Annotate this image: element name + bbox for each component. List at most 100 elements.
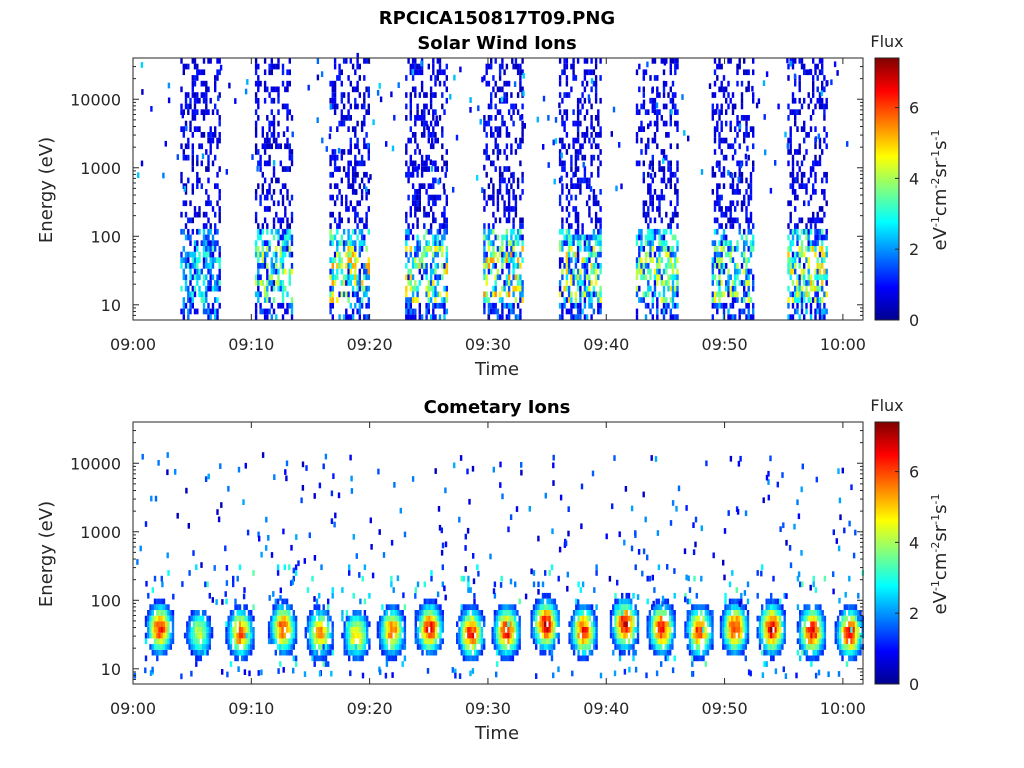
heatmap-cell — [322, 610, 325, 616]
heatmap-cell — [514, 581, 517, 588]
heatmap-cell — [747, 183, 750, 189]
heatmap-cell — [496, 109, 500, 115]
heatmap-cell — [590, 280, 593, 286]
heatmap-cell — [405, 92, 408, 98]
heatmap-cell — [423, 234, 426, 241]
heatmap-cell — [411, 274, 415, 281]
heatmap-cell — [502, 615, 506, 622]
heatmap-cell — [720, 234, 723, 241]
heatmap-cell — [268, 274, 271, 281]
heatmap-cell — [227, 621, 230, 627]
heatmap-cell — [209, 251, 212, 258]
heatmap-cell — [329, 308, 332, 315]
heatmap-cell — [553, 644, 556, 650]
heatmap-cell — [241, 632, 244, 639]
heatmap-cell — [649, 257, 652, 263]
heatmap-cell — [593, 615, 596, 622]
heatmap-cell — [640, 263, 643, 269]
heatmap-cell — [331, 257, 334, 263]
heatmap-cell — [435, 115, 438, 122]
heatmap-cell — [823, 257, 826, 263]
heatmap-cell — [789, 126, 792, 132]
heatmap-cell — [465, 604, 468, 610]
heatmap-cell — [510, 149, 513, 155]
heatmap-cell — [587, 94, 591, 100]
heatmap-cell — [814, 160, 817, 167]
heatmap-cell — [427, 246, 430, 252]
heatmap-cell — [800, 228, 804, 235]
heatmap-cell — [288, 143, 291, 150]
heatmap-cell — [290, 302, 294, 309]
heatmap-cell — [438, 80, 442, 87]
heatmap-cell — [583, 132, 587, 138]
heatmap-cell — [363, 115, 366, 121]
heatmap-cell — [196, 268, 199, 275]
heatmap-cell — [390, 615, 393, 622]
heatmap-cell — [423, 183, 426, 189]
heatmap-cell — [340, 257, 343, 263]
heatmap-cell — [634, 649, 637, 656]
heatmap-cell — [818, 160, 822, 167]
heatmap-cell — [505, 604, 508, 610]
heatmap-cell — [270, 58, 273, 64]
heatmap-cell — [171, 621, 175, 627]
heatmap-cell — [331, 314, 334, 320]
heatmap-cell — [348, 621, 351, 627]
heatmap-cell — [720, 251, 723, 258]
heatmap-cell — [676, 211, 679, 218]
heatmap-cell — [345, 632, 349, 639]
heatmap-cell — [662, 632, 665, 639]
heatmap-cell — [814, 103, 817, 110]
heatmap-cell — [254, 80, 258, 87]
heatmap-cell — [162, 172, 165, 179]
heatmap-cell — [660, 632, 663, 639]
heatmap-cell — [638, 160, 641, 167]
heatmap-cell — [149, 644, 152, 650]
heatmap-cell — [745, 160, 748, 167]
heatmap-cell — [561, 302, 564, 309]
heatmap-cell — [246, 79, 249, 85]
heatmap-cell — [205, 211, 208, 218]
heatmap-cell — [507, 615, 510, 622]
heatmap-cell — [485, 69, 488, 76]
heatmap-cell — [340, 69, 343, 76]
heatmap-cell — [570, 274, 573, 281]
heatmap-cell — [336, 166, 339, 172]
heatmap-cell — [814, 177, 817, 184]
heatmap-cell — [438, 223, 442, 229]
heatmap-cell — [644, 274, 648, 281]
heatmap-cell — [713, 251, 717, 258]
heatmap-cell — [481, 187, 484, 193]
heatmap-cell — [169, 638, 172, 645]
heatmap-cell — [731, 291, 735, 298]
heatmap-cell — [416, 206, 419, 212]
heatmap-cell — [500, 638, 503, 645]
heatmap-cell — [359, 627, 362, 633]
heatmap-cell — [521, 257, 524, 263]
heatmap-cell — [651, 291, 654, 298]
heatmap-cell — [329, 80, 332, 87]
heatmap-cell — [558, 177, 562, 184]
heatmap-cell — [627, 649, 631, 656]
heatmap-cell — [503, 251, 506, 258]
heatmap-cell — [729, 126, 732, 132]
heatmap-cell — [749, 240, 753, 246]
heatmap-cell — [720, 137, 723, 144]
heatmap-cell — [599, 132, 602, 138]
heatmap-cell — [205, 223, 208, 229]
heatmap-cell — [360, 217, 364, 224]
heatmap-cell — [493, 592, 497, 599]
heatmap-cell — [671, 234, 675, 241]
heatmap-cell — [460, 604, 463, 610]
heatmap-cell — [599, 97, 602, 104]
heatmap-cell — [662, 194, 666, 201]
heatmap-cell — [247, 627, 251, 633]
heatmap-cell — [267, 638, 271, 645]
heatmap-cell — [743, 280, 746, 286]
heatmap-cell — [309, 644, 312, 650]
heatmap-cell — [427, 280, 430, 286]
heatmap-cell — [651, 632, 654, 639]
heatmap-cell — [749, 194, 753, 201]
heatmap-cell — [324, 649, 328, 656]
heatmap-cell — [427, 228, 430, 235]
